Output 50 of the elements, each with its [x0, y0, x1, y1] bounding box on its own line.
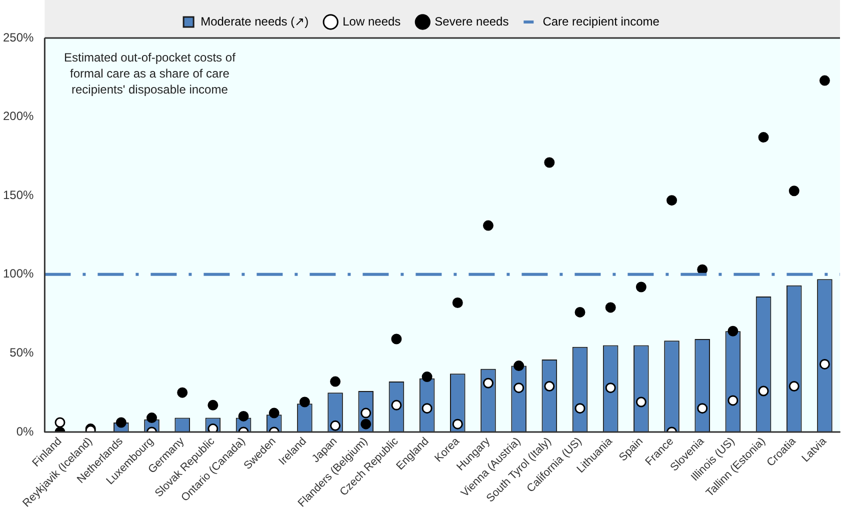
point	[605, 302, 616, 313]
legend-label: Care recipient income	[542, 14, 660, 28]
point	[482, 220, 494, 231]
point	[574, 306, 586, 318]
point	[544, 381, 555, 392]
point	[452, 418, 463, 430]
point	[54, 417, 66, 428]
point	[116, 417, 126, 428]
point	[208, 400, 218, 410]
y-tick-label: 100%	[2, 266, 34, 281]
point	[819, 75, 830, 86]
point	[514, 360, 524, 372]
point	[788, 381, 800, 392]
point	[544, 157, 555, 168]
point	[360, 418, 372, 430]
point	[728, 395, 738, 406]
point	[574, 403, 586, 414]
point	[636, 396, 646, 408]
point	[482, 378, 494, 388]
point	[636, 282, 646, 292]
point	[819, 358, 830, 370]
y-tick-label: 50%	[10, 345, 34, 360]
point	[666, 195, 678, 206]
point	[238, 410, 249, 422]
y-tick-label: 200%	[2, 109, 34, 124]
point	[422, 403, 432, 414]
y-tick-label: 250%	[2, 30, 34, 44]
legend-label: Low needs	[342, 14, 401, 28]
point	[422, 372, 432, 382]
point	[330, 376, 341, 387]
point	[391, 334, 402, 344]
point	[330, 420, 341, 431]
point	[299, 396, 310, 408]
legend-label: Moderate needs (↗)	[200, 14, 309, 28]
point	[268, 408, 280, 418]
point	[452, 297, 463, 308]
point	[697, 403, 708, 414]
point	[728, 326, 738, 336]
point	[514, 382, 524, 394]
annotation: Estimated out-of-pocket costs of formal care as a share of care recipients' disposable income	[64, 50, 236, 96]
point	[146, 412, 157, 424]
y-tick-label: 0%	[16, 424, 34, 438]
y-tick-label: 150%	[2, 188, 34, 202]
point	[391, 400, 402, 410]
point	[758, 132, 769, 143]
legend-label: Severe needs	[434, 14, 509, 28]
point	[758, 386, 769, 396]
point	[605, 382, 616, 394]
point	[177, 387, 188, 398]
point	[788, 186, 800, 196]
